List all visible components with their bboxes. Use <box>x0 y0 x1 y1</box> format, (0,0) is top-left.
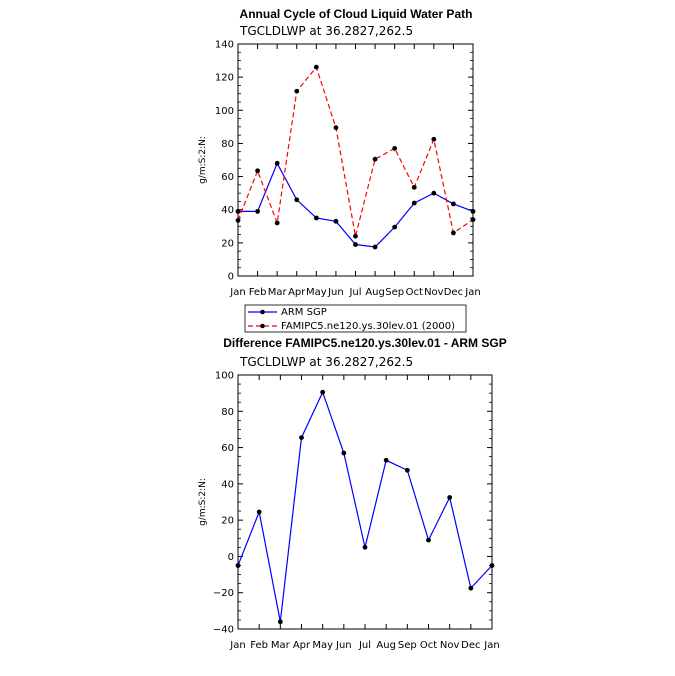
chart1-xtick-label: Jan <box>229 287 245 298</box>
chart1-series-0-point <box>392 224 398 230</box>
legend-label-arm: ARM SGP <box>281 307 327 318</box>
chart1-series-1-point <box>294 88 300 94</box>
chart2-ytick-label: 40 <box>221 479 234 490</box>
legend-marker-famipc <box>260 323 265 329</box>
chart2-series-0-point <box>277 619 283 625</box>
chart1-series-0-point <box>372 244 378 250</box>
difference-chart: Difference FAMIPC5.ne120.ys.30lev.01 - A… <box>198 336 507 651</box>
chart1-xtick-label: Apr <box>288 287 306 298</box>
chart2-xtick-label: Feb <box>250 640 268 651</box>
chart1-series-0-point <box>353 242 358 247</box>
chart1-xtick-label: May <box>306 287 327 298</box>
legend-box <box>244 304 467 333</box>
chart2-ylabel: g/m:S:2:N: <box>198 478 208 526</box>
chart1-series-0-point <box>313 215 319 221</box>
chart2-ytick-label: −20 <box>213 588 234 599</box>
chart1-series-1-point <box>431 136 437 142</box>
chart2-ytick-label: 100 <box>215 371 234 382</box>
chart1-series-0-point <box>451 201 456 207</box>
chart1-ytick-label: 120 <box>215 73 234 84</box>
chart1-series-1-point <box>274 220 280 226</box>
chart2-series-0-point <box>299 435 304 440</box>
chart2-xtick-label: Jan <box>229 640 245 651</box>
chart1-series-1-point <box>235 218 241 223</box>
chart2-series-0-point <box>235 563 241 568</box>
chart2-series-0-point <box>447 495 453 500</box>
chart1-series-1-point <box>353 233 358 239</box>
annual-cycle-chart: Annual Cycle of Cloud Liquid Water Path … <box>198 7 481 333</box>
chart1-series-0-point <box>255 208 260 214</box>
chart2-series-0-point <box>489 563 495 568</box>
chart1-series-0-point <box>294 197 300 203</box>
chart2-title: Difference FAMIPC5.ne120.ys.30lev.01 - A… <box>223 336 506 350</box>
chart1-series-1-point <box>411 184 417 190</box>
chart1-legend: ARM SGP FAMIPC5.ne120.ys.30lev.01 (2000) <box>244 304 467 333</box>
chart2-series-0-point <box>383 457 389 463</box>
chart1-xtick-label: Oct <box>406 287 423 298</box>
chart2-series-0-point <box>320 389 326 395</box>
chart2-xtick-label: May <box>312 640 333 651</box>
chart1-series-0-point <box>470 208 476 214</box>
chart1-subtitle: TGCLDLWP at 36.2827,262.5 <box>239 24 413 38</box>
chart2-subtitle: TGCLDLWP at 36.2827,262.5 <box>239 355 413 369</box>
chart2-ytick-label: 80 <box>221 407 234 418</box>
chart2-xtick-label: Aug <box>376 640 396 651</box>
chart1-ytick-label: 20 <box>221 238 234 249</box>
chart1-xtick-label: Nov <box>424 287 444 298</box>
chart2-xtick-label: Mar <box>271 640 291 651</box>
chart2-series-0-point <box>426 537 431 543</box>
chart2-series-0-point <box>256 509 262 515</box>
chart2-xtick-label: Apr <box>293 640 311 651</box>
chart1-xtick-label: Jun <box>327 287 344 298</box>
chart1-series-0-point <box>274 160 280 166</box>
chart1-xtick-label: Sep <box>385 287 404 298</box>
chart1-ytick-label: 140 <box>215 40 234 51</box>
chart2-xtick-label: Oct <box>420 640 437 651</box>
chart2-xtick-label: Sep <box>398 640 417 651</box>
chart1-series-0-point <box>411 200 417 206</box>
chart2-ytick-label: −40 <box>213 625 234 636</box>
chart1-series-0-point <box>431 190 437 196</box>
chart2-ytick-label: 20 <box>221 516 234 527</box>
chart2-ytick-label: 60 <box>221 443 234 454</box>
chart2-series-0-point <box>404 467 410 473</box>
chart1-series-1-point <box>313 64 319 70</box>
chart2-ytick-label: 0 <box>228 552 234 563</box>
chart1-series-1-point <box>451 230 456 236</box>
chart2-xtick-label: Dec <box>461 640 480 651</box>
chart2-xtick-label: Jan <box>483 640 499 651</box>
chart1-series-1-point <box>470 217 476 223</box>
chart1-xtick-label: Dec <box>444 287 463 298</box>
chart1-series-0-point <box>333 218 339 224</box>
chart1-series-1-point <box>333 125 339 131</box>
chart2-xtick-label: Jul <box>358 640 371 651</box>
legend-marker-arm <box>260 309 265 315</box>
chart1-series-0-point <box>235 208 241 214</box>
chart1-xtick-label: Aug <box>365 287 385 298</box>
chart2-series-0-point <box>341 450 347 456</box>
chart1-ytick-label: 100 <box>215 106 234 117</box>
chart1-ylabel: g/m:S:2:N: <box>198 136 208 184</box>
chart1-xtick-label: Jul <box>348 287 361 298</box>
chart1-ytick-label: 80 <box>221 139 234 150</box>
chart1-title: Annual Cycle of Cloud Liquid Water Path <box>240 7 473 21</box>
chart2-xtick-label: Jun <box>335 640 352 651</box>
chart1-xtick-label: Feb <box>249 287 267 298</box>
chart1-series-1-point <box>372 156 378 162</box>
chart2-series-0-point <box>362 544 368 550</box>
chart1-ytick-label: 60 <box>221 172 234 183</box>
chart1-ytick-label: 40 <box>221 205 234 216</box>
legend-label-famipc: FAMIPC5.ne120.ys.30lev.01 (2000) <box>281 321 455 332</box>
chart1-series-1-point <box>392 146 398 151</box>
chart1-series-1-point <box>255 168 260 174</box>
chart1-xtick-label: Mar <box>268 287 288 298</box>
chart1-xtick-label: Jan <box>464 287 480 298</box>
chart2-series-0-point <box>468 585 474 591</box>
chart2-xtick-label: Nov <box>440 640 460 651</box>
chart1-ytick-label: 0 <box>228 272 234 283</box>
